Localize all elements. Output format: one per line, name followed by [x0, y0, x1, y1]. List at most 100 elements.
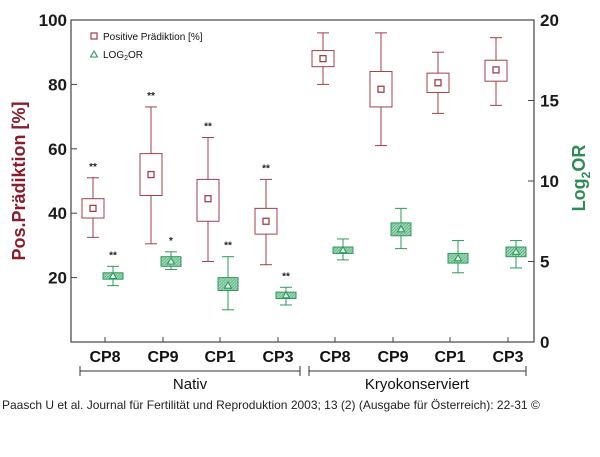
- box-log2or-cp9-1: [160, 251, 182, 271]
- median-triangle-marker: [166, 256, 176, 265]
- hatch-line: [105, 272, 113, 280]
- group-brackets: [79, 366, 527, 376]
- hatch-line: [390, 222, 398, 230]
- significance-annotation-log2or-1: *: [169, 236, 173, 247]
- box-pospred-cp3-3: [254, 178, 278, 266]
- hatch-line: [520, 250, 527, 257]
- hatch-line: [228, 281, 239, 291]
- y-left-tick-label-20: 20: [48, 269, 67, 288]
- y-left-tick-label-60: 60: [48, 140, 67, 159]
- group-label-1: Kryokonserviert: [365, 376, 470, 393]
- hatch-line: [217, 277, 225, 284]
- median-triangle-marker: [511, 247, 521, 255]
- median-triangle-marker: [396, 224, 406, 233]
- group-label-0: Nativ: [173, 376, 208, 393]
- hatch-line: [407, 232, 412, 236]
- box-log2or-cp1-2: [217, 256, 239, 311]
- y-left-tick-label-100: 100: [39, 11, 67, 30]
- hatch-line: [169, 256, 180, 267]
- hatch-line: [505, 246, 510, 251]
- y-right-title-prefix: Log: [569, 178, 589, 211]
- hatch-line: [275, 291, 283, 299]
- median-triangle-marker: [281, 290, 291, 299]
- hatch-line: [447, 253, 455, 260]
- hatch-line: [120, 276, 124, 280]
- hatch-line: [217, 277, 228, 287]
- legend-entry-positive: Positive Prädiktion [%]: [103, 32, 203, 43]
- box-log2or-cp3-3: [275, 286, 297, 306]
- hatch-line: [332, 246, 340, 254]
- hatch-line: [217, 277, 222, 281]
- hatch-line: [278, 291, 286, 299]
- box-pospred-cp8-0: [81, 177, 105, 238]
- median-square-marker: [147, 170, 155, 179]
- y-right-tick-label-0: 0: [540, 333, 549, 352]
- median-square-marker: [89, 204, 97, 213]
- legend-square-marker: [90, 32, 98, 40]
- hatch-line: [350, 250, 354, 254]
- hatch-line: [335, 246, 343, 254]
- hatch-line: [160, 256, 168, 263]
- box-pospred-cp3-7: [484, 37, 508, 106]
- y-right-tick-label-5: 5: [540, 253, 549, 272]
- hatch-line: [117, 273, 124, 280]
- hatch-line: [447, 253, 452, 257]
- box-log2or-cp3-7: [505, 240, 527, 269]
- hatch-line: [401, 226, 412, 236]
- box-pospred-cp8-4: [311, 32, 335, 85]
- hatch-line: [160, 256, 165, 260]
- hatch-line: [456, 253, 467, 264]
- y-right-tick-label-15: 15: [540, 92, 559, 111]
- y-left-tick-label-80: 80: [48, 75, 67, 94]
- legend: Positive Prädiktion [%] LOG2OR: [89, 32, 203, 62]
- x-tick-label-cp1-6: CP1: [434, 349, 465, 366]
- box-pospred-cp9-1: [139, 106, 163, 245]
- median-square-marker: [492, 66, 500, 74]
- legend-triangle-marker: [89, 49, 99, 58]
- median-square-marker: [262, 217, 270, 225]
- hatch-line: [275, 291, 280, 296]
- hatch-line: [234, 287, 239, 291]
- hatch-line: [332, 246, 337, 251]
- hatch-line: [102, 272, 107, 276]
- legend-log-prefix: LOG: [103, 50, 124, 61]
- box-pospred-cp1-2: [196, 137, 220, 262]
- median-triangle-marker: [223, 281, 233, 289]
- y-right-axis-title: Log2OR: [569, 145, 593, 212]
- hatch-line: [160, 256, 171, 266]
- hatch-line: [172, 257, 182, 267]
- box-pospred-cp9-5: [369, 32, 393, 147]
- figure-caption: Paasch U et al. Journal für Fertilität u…: [2, 398, 540, 412]
- box-pospred-cp1-6: [426, 51, 450, 114]
- hatch-line: [390, 222, 401, 233]
- y-left-tick-label-40: 40: [48, 204, 67, 223]
- significance-annotation-pospred-2: **: [204, 122, 212, 133]
- hatch-line: [523, 253, 527, 257]
- x-tick-label-cp1-2: CP1: [204, 349, 235, 366]
- hatch-line: [293, 295, 297, 299]
- x-tick-label-cp3-3: CP3: [262, 349, 293, 366]
- y-left-axis-title: Pos.Prädiktion [%]: [9, 101, 29, 260]
- hatch-line: [347, 247, 354, 254]
- x-tick-label-cp8-4: CP8: [319, 349, 350, 366]
- x-tick-label-cp3-7: CP3: [492, 349, 523, 366]
- legend-log-sub: 2: [124, 55, 128, 62]
- significance-annotation-log2or-0: **: [109, 250, 117, 261]
- hatch-line: [459, 254, 469, 264]
- x-tick-label-cp9-1: CP9: [147, 349, 178, 366]
- median-square-marker: [204, 195, 212, 203]
- box-log2or-cp1-6: [447, 240, 469, 274]
- hatch-line: [390, 222, 395, 227]
- hatch-line: [462, 257, 469, 264]
- median-square-marker: [377, 85, 385, 93]
- legend-entry-log2or: LOG2OR: [103, 50, 143, 62]
- hatch-line: [217, 277, 231, 290]
- box-log2or-cp9-5: [390, 207, 412, 250]
- box-log2or-cp8-0: [102, 265, 124, 287]
- median-triangle-marker: [453, 253, 463, 262]
- boxplot-chart: 20 40 60 80 100 0 5 10 15 20 CP8 CP9 CP1 CP3 CP8 CP9 CP…: [9, 11, 593, 393]
- x-tick-label-cp9-5: CP9: [377, 349, 408, 366]
- median-triangle-marker: [338, 245, 348, 254]
- hatch-line: [178, 263, 182, 267]
- y-right-title-sub: 2: [579, 171, 593, 178]
